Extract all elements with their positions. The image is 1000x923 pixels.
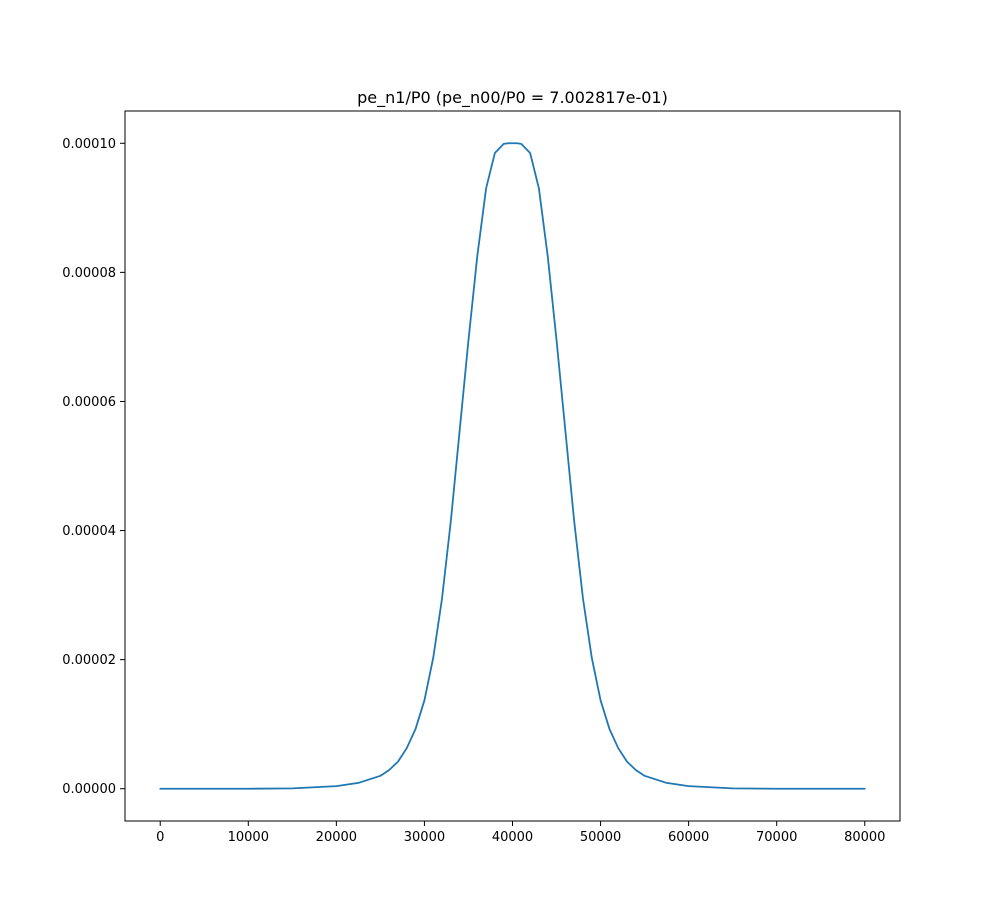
x-axis: 0 10000 20000 30000 40000 50000 60000 70000 8000… bbox=[156, 821, 885, 845]
x-tick-label: 60000 bbox=[668, 830, 709, 845]
y-tick-label: 0.00000 bbox=[62, 782, 116, 797]
x-tick-label: 10000 bbox=[228, 830, 269, 845]
chart-title: pe_n1/P0 (pe_n00/P0 = 7.002817e-01) bbox=[357, 88, 668, 108]
y-tick-label: 0.00010 bbox=[62, 137, 116, 152]
x-tick-label: 30000 bbox=[404, 830, 445, 845]
y-tick-label: 0.00008 bbox=[62, 266, 116, 281]
series-line bbox=[159, 142, 866, 790]
x-tick-label: 50000 bbox=[580, 830, 621, 845]
y-tick-label: 0.00002 bbox=[62, 653, 116, 668]
plot-frame bbox=[124, 110, 901, 822]
x-tick-label: 40000 bbox=[492, 830, 533, 845]
x-tick-label: 70000 bbox=[756, 830, 797, 845]
x-tick-label: 80000 bbox=[844, 830, 885, 845]
y-axis: 0.00000 0.00002 0.00004 0.00006 0.00008 0.000… bbox=[62, 137, 125, 797]
y-tick-label: 0.00006 bbox=[62, 395, 116, 410]
x-tick-label: 20000 bbox=[316, 830, 357, 845]
y-tick-label: 0.00004 bbox=[62, 524, 116, 539]
x-tick-label: 0 bbox=[156, 830, 164, 845]
